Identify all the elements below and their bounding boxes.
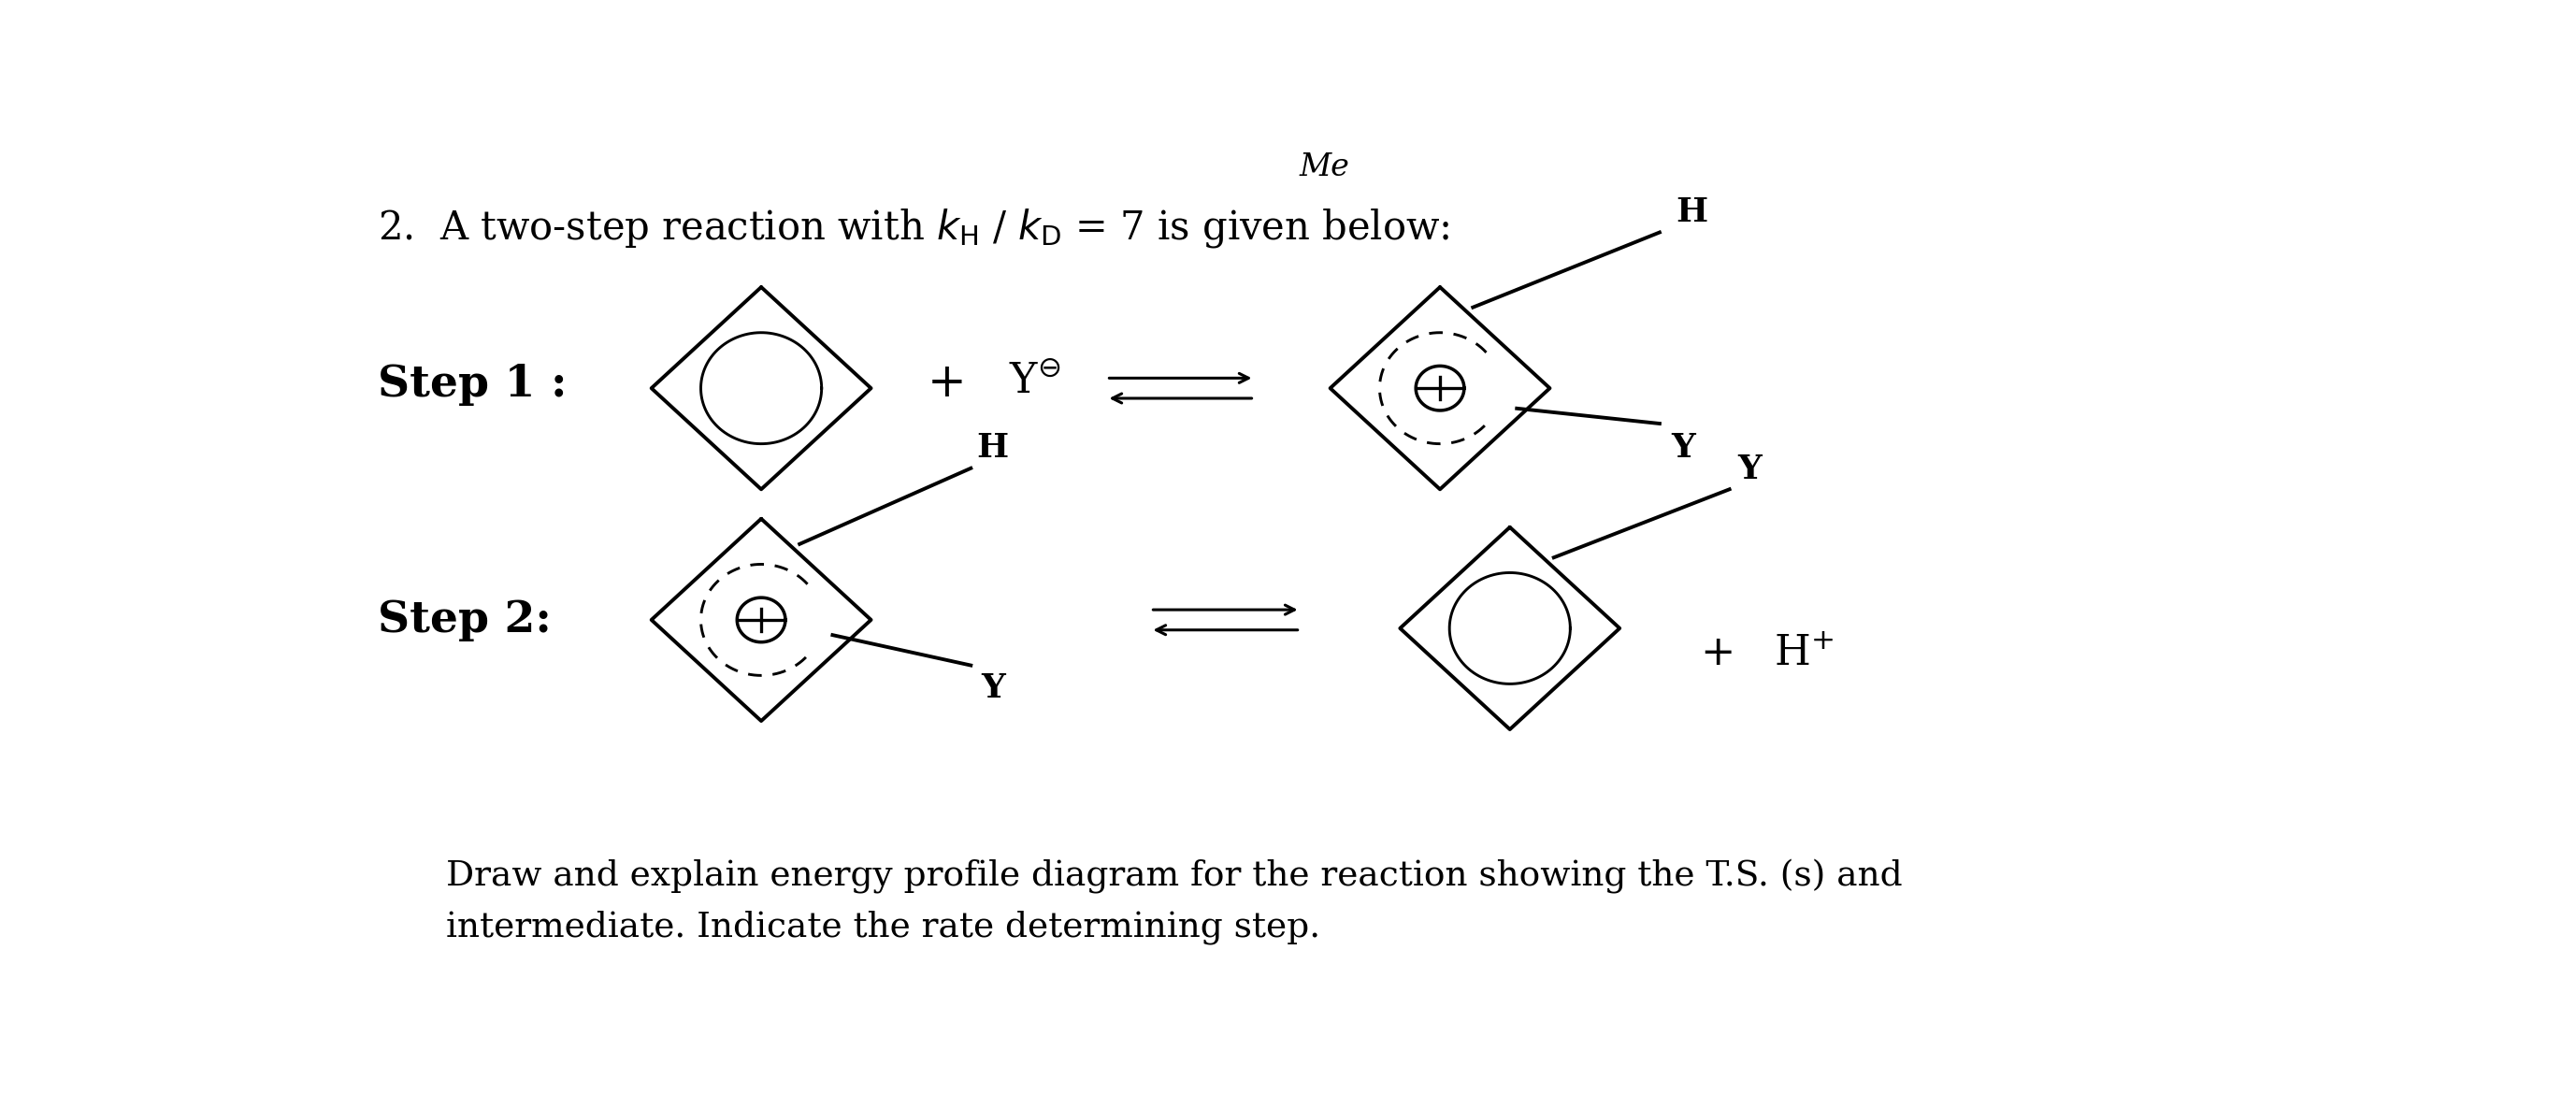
Text: Y: Y bbox=[1672, 432, 1695, 464]
Text: Y$^{\ominus}$: Y$^{\ominus}$ bbox=[1010, 361, 1061, 401]
Text: Y: Y bbox=[1736, 453, 1762, 485]
Text: intermediate. Indicate the rate determining step.: intermediate. Indicate the rate determin… bbox=[446, 910, 1319, 944]
Text: H: H bbox=[1674, 196, 1708, 229]
Text: $+$   H$^{+}$: $+$ H$^{+}$ bbox=[1700, 633, 1834, 674]
Text: Draw and explain energy profile diagram for the reaction showing the T.S. (s) an: Draw and explain energy profile diagram … bbox=[446, 860, 1901, 894]
Text: 2.  A two-step reaction with $k_{\mathsf{H}}$ / $k_{\mathsf{D}}$ = 7 is given be: 2. A two-step reaction with $k_{\mathsf{… bbox=[379, 207, 1450, 249]
Text: Y: Y bbox=[981, 672, 1005, 703]
Text: H: H bbox=[976, 432, 1010, 464]
Text: Me: Me bbox=[1298, 152, 1350, 183]
Text: Step 2:: Step 2: bbox=[379, 598, 551, 641]
Text: Step 1 :: Step 1 : bbox=[379, 362, 567, 406]
Text: +: + bbox=[927, 361, 966, 407]
